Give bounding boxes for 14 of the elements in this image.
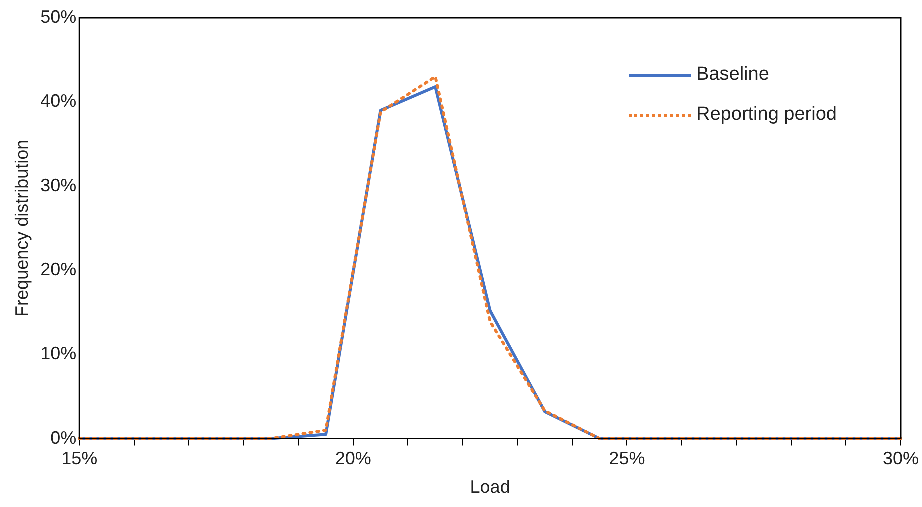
x-axis-title: Load — [470, 477, 510, 498]
x-tick-label: 15% — [62, 448, 98, 469]
legend-label: Reporting period — [696, 103, 837, 127]
y-tick-label: 30% — [40, 175, 77, 196]
y-axis-title: Frequency distribution — [12, 140, 32, 317]
x-tick-label: 25% — [609, 448, 646, 469]
x-tick-label: 20% — [335, 448, 372, 469]
y-tick-label: 40% — [40, 91, 77, 112]
y-tick-label: 0% — [50, 428, 77, 448]
y-tick-label: 10% — [40, 344, 77, 364]
y-tick-label: 50% — [40, 6, 77, 27]
x-tick-label: 30% — [882, 448, 919, 469]
legend-label: Baseline — [696, 63, 770, 87]
y-tick-label: 20% — [40, 259, 77, 280]
